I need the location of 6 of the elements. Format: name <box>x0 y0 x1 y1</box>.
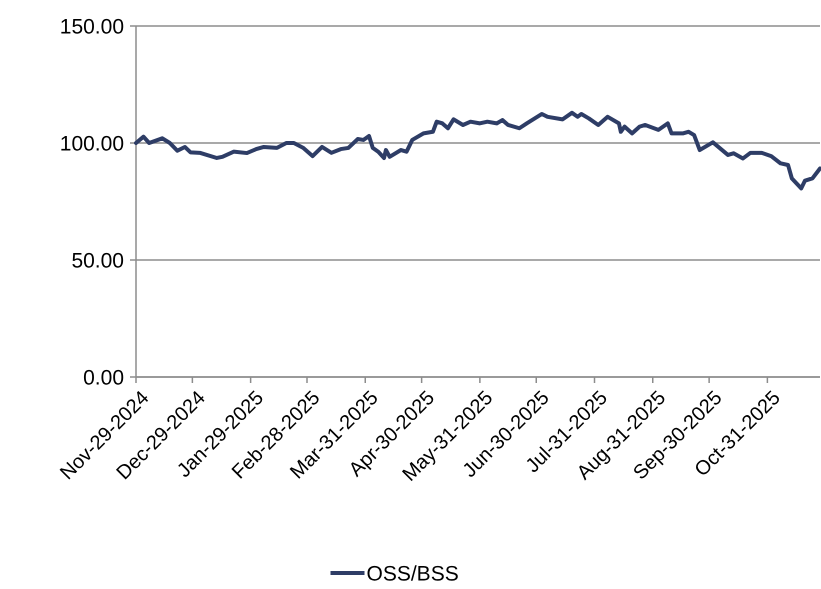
y-tick-label: 0.00 <box>83 366 124 390</box>
y-tick-label: 50.00 <box>71 249 124 272</box>
line-series <box>134 110 821 190</box>
y-tick-label: 100.00 <box>60 132 124 156</box>
y-tick-label: 150.00 <box>60 15 124 38</box>
legend-label: OSS/BSS <box>366 562 459 586</box>
